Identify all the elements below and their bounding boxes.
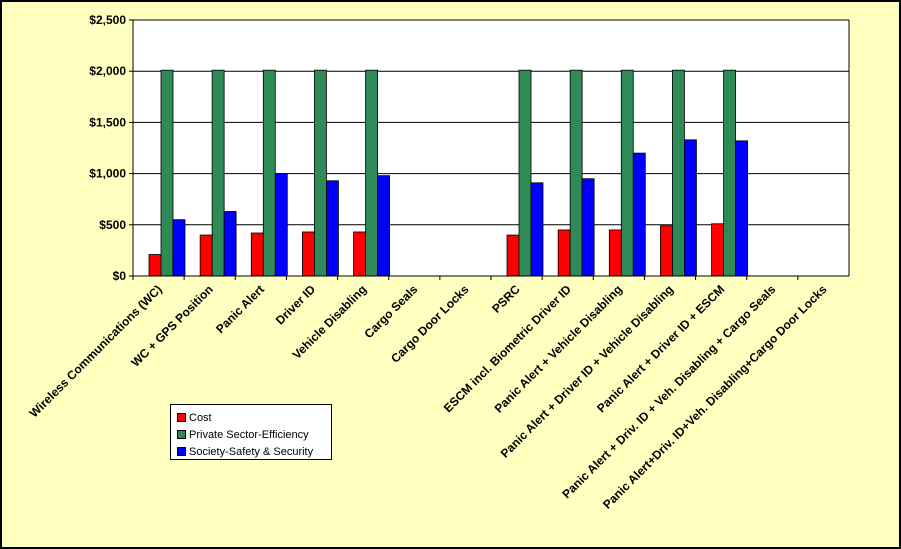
x-tick-label: PSRC bbox=[489, 282, 523, 316]
bar bbox=[353, 231, 366, 277]
bar bbox=[250, 232, 264, 277]
x-axis-labels: Wireless Communications (WC)WC + GPS Pos… bbox=[27, 282, 830, 512]
legend: Cost Private Sector-Efficiency Society-S… bbox=[170, 404, 332, 460]
y-axis-ticks: $0 $500 $1,000 $1,500 $2,000 $2,500 bbox=[89, 13, 133, 283]
y-tick-label: $1,000 bbox=[89, 167, 126, 181]
bar bbox=[199, 234, 213, 277]
legend-swatch-cost bbox=[177, 413, 186, 422]
bars bbox=[148, 69, 748, 277]
bar bbox=[684, 139, 697, 277]
bar bbox=[711, 223, 724, 277]
bar bbox=[160, 69, 174, 277]
bar bbox=[518, 69, 532, 277]
legend-item-cost: Cost bbox=[177, 409, 331, 426]
legend-item-efficiency: Private Sector-Efficiency bbox=[177, 426, 331, 443]
bar bbox=[223, 211, 237, 277]
bar bbox=[569, 69, 583, 277]
bar bbox=[377, 175, 390, 277]
bar bbox=[326, 180, 339, 277]
legend-swatch-efficiency bbox=[177, 430, 186, 439]
y-tick-label: $2,000 bbox=[89, 64, 126, 78]
bar bbox=[557, 229, 571, 277]
bar bbox=[723, 69, 736, 277]
bar bbox=[314, 69, 327, 277]
bar bbox=[274, 173, 288, 277]
bar bbox=[262, 69, 276, 277]
bar bbox=[660, 225, 673, 277]
bar bbox=[608, 229, 622, 277]
legend-label-safety: Society-Safety & Security bbox=[189, 445, 314, 458]
bar bbox=[735, 140, 748, 277]
legend-label-efficiency: Private Sector-Efficiency bbox=[189, 428, 309, 441]
legend-label-cost: Cost bbox=[189, 411, 212, 424]
bar bbox=[211, 69, 225, 277]
legend-item-safety: Society-Safety & Security bbox=[177, 443, 331, 460]
bar bbox=[172, 219, 186, 277]
bar bbox=[302, 231, 315, 277]
x-tick-label: Panic Alert + Driver ID + Vehicle Disabl… bbox=[498, 282, 676, 460]
y-tick-label: $1,500 bbox=[89, 115, 126, 129]
bar bbox=[581, 178, 595, 277]
bar bbox=[672, 69, 685, 277]
x-tick-label: Driver ID bbox=[273, 282, 319, 328]
bar bbox=[148, 254, 162, 277]
axes bbox=[132, 20, 850, 280]
bar bbox=[506, 234, 520, 277]
y-tick-label: $2,500 bbox=[89, 13, 126, 27]
bar bbox=[620, 69, 634, 277]
legend-swatch-safety bbox=[177, 447, 186, 456]
x-tick-label: Panic Alert bbox=[213, 282, 267, 336]
y-tick-label: $0 bbox=[113, 269, 127, 283]
bar bbox=[365, 69, 378, 277]
bar bbox=[632, 152, 646, 277]
bar bbox=[530, 182, 544, 277]
y-tick-label: $500 bbox=[99, 218, 126, 232]
